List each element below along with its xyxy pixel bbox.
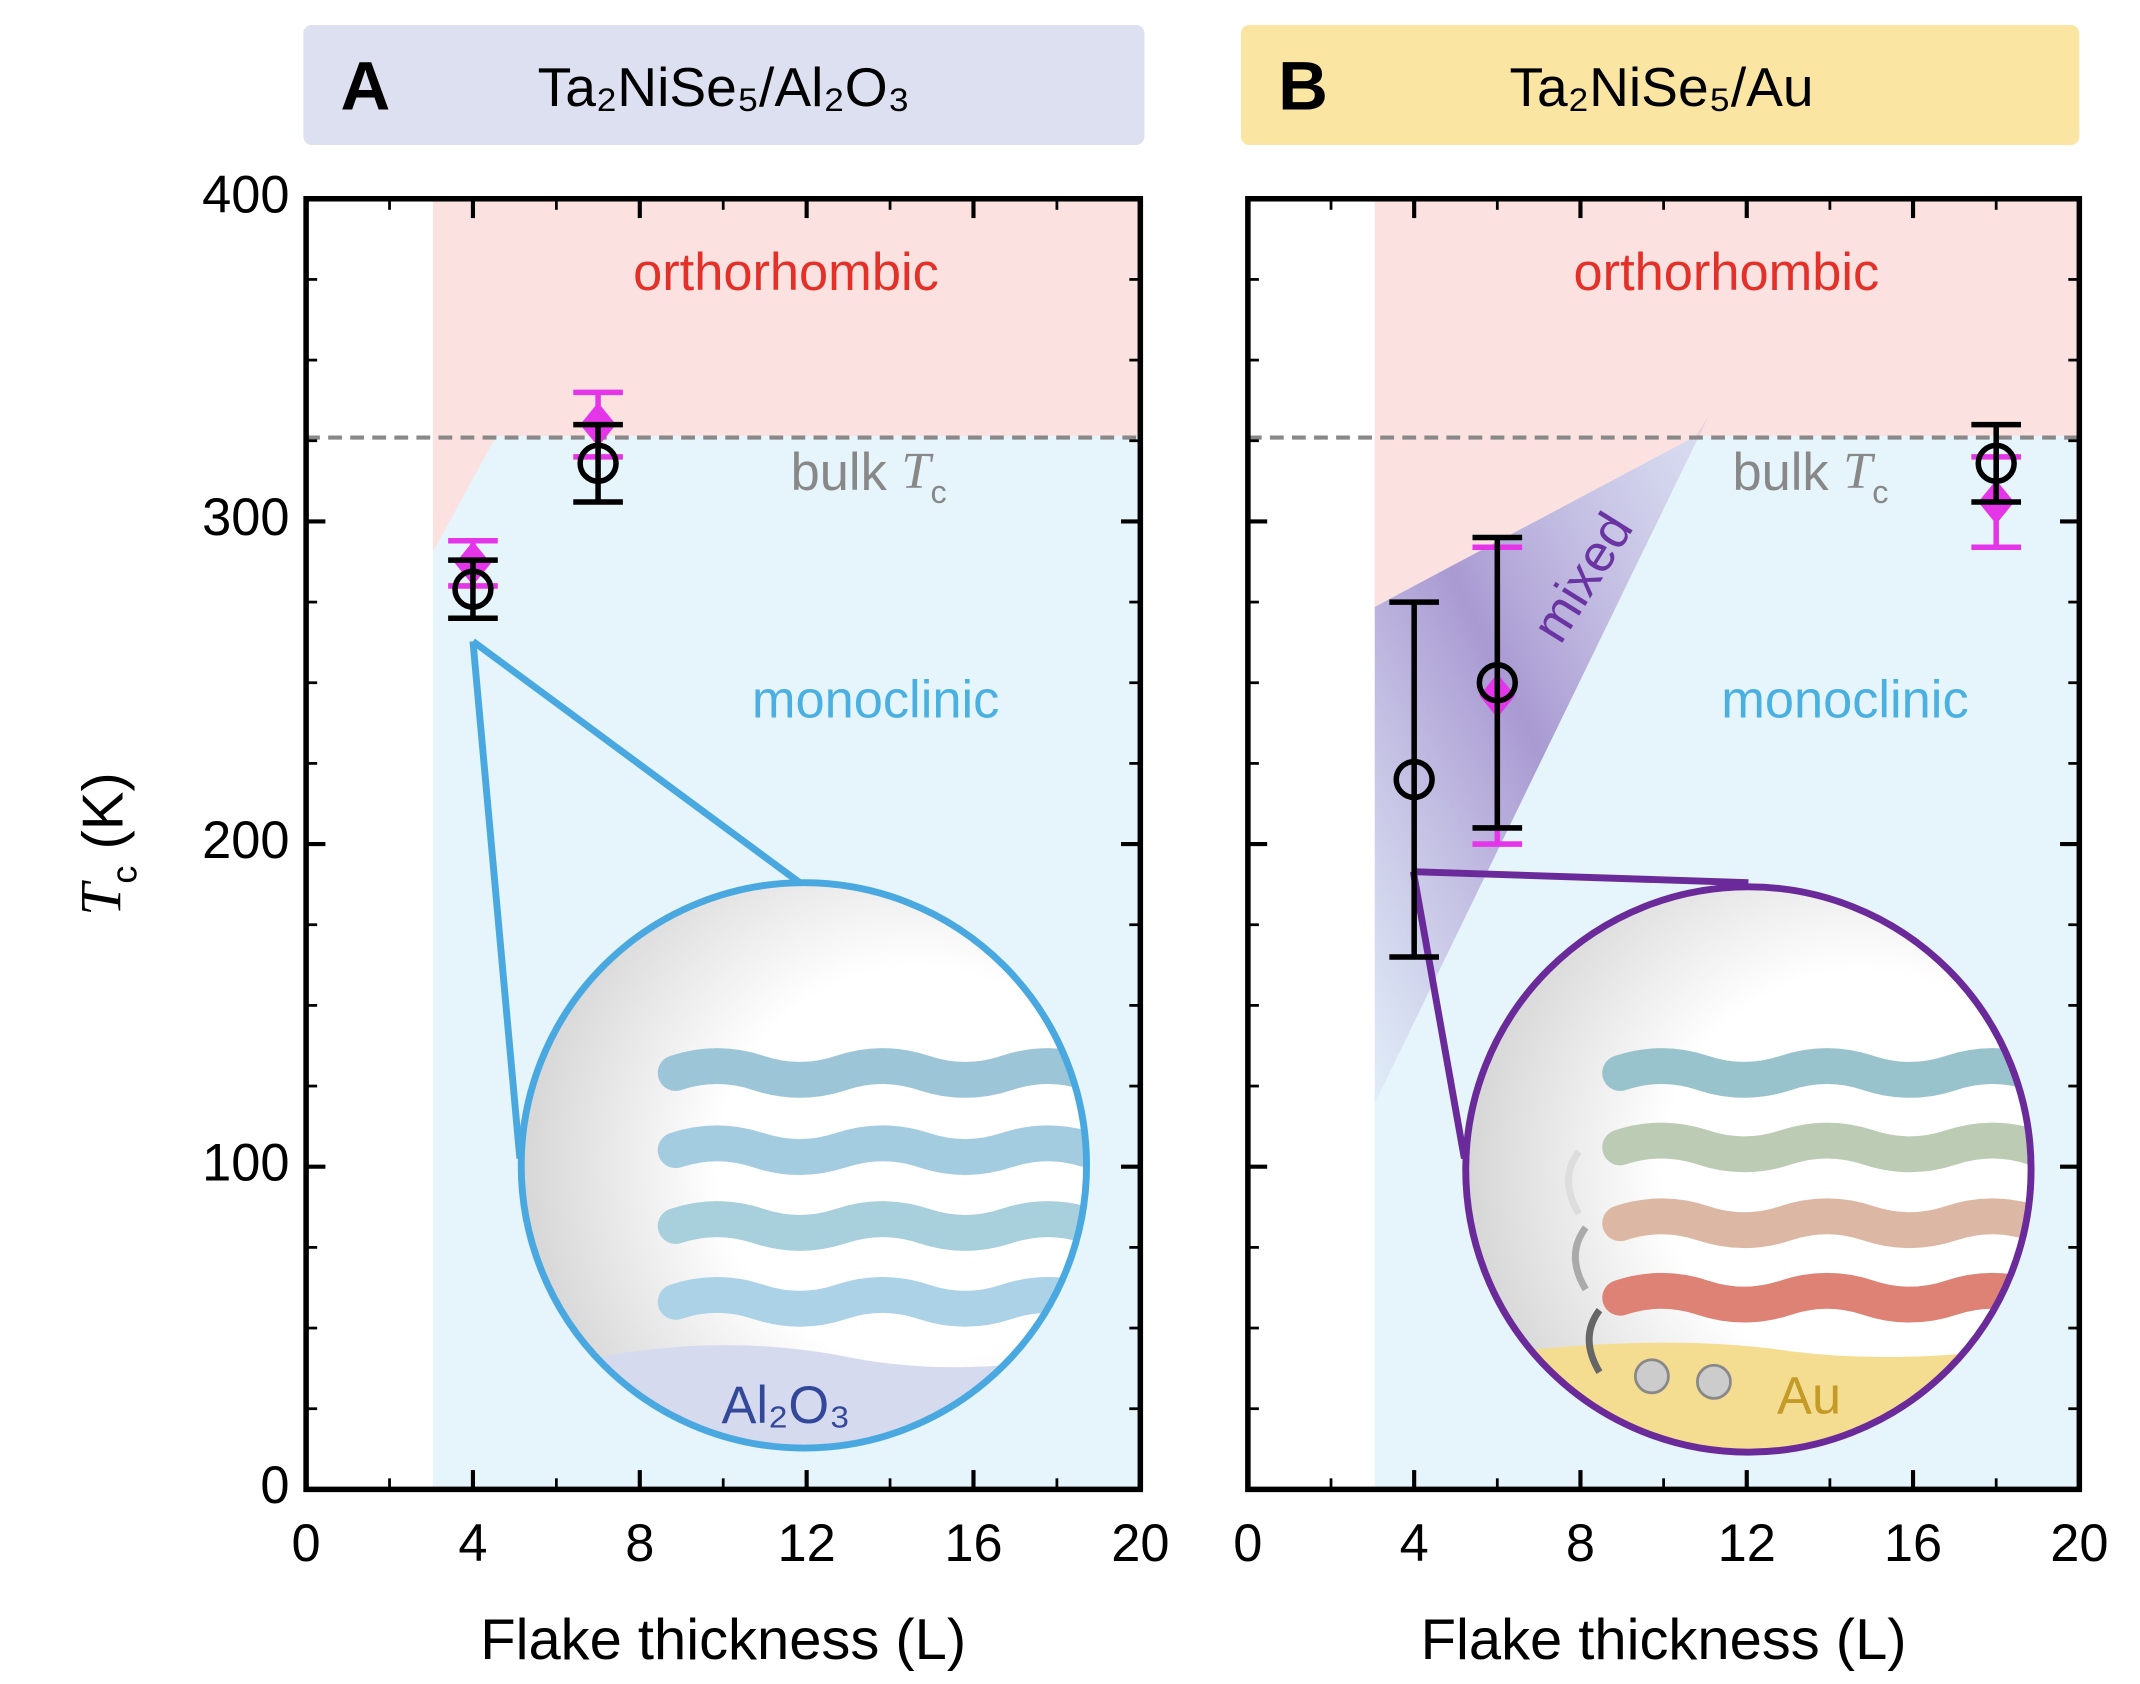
layers	[1602, 1048, 2032, 1323]
circle-marker	[577, 442, 619, 485]
x-tick-label: 16	[944, 1515, 1002, 1573]
inset-frame	[1462, 883, 2035, 1456]
layer	[1602, 1272, 2032, 1323]
callout	[470, 638, 802, 886]
label-part: T	[69, 880, 134, 916]
error-bar	[1472, 534, 1523, 831]
electron	[1696, 1363, 1732, 1400]
substrate-label: Au	[1777, 1368, 1841, 1426]
x-tick-label: 4	[1400, 1515, 1429, 1573]
ortho-region	[432, 198, 1141, 436]
circle-marker	[1476, 662, 1518, 704]
phase-label: monoclinic	[1721, 671, 1968, 729]
label-part: c	[1872, 473, 1888, 509]
label-part: T	[1843, 442, 1876, 500]
panel-label: B	[1278, 47, 1328, 124]
y-tick-label: 200	[202, 812, 289, 870]
error-bar	[1389, 599, 1439, 960]
phase-label: monoclinic	[752, 671, 999, 729]
layer	[1602, 1048, 2032, 1098]
layer	[657, 1048, 1087, 1098]
label-part: bulk	[791, 444, 902, 502]
layers	[657, 1048, 1087, 1327]
x-tick-label: 12	[778, 1515, 836, 1573]
label-part: c	[930, 473, 946, 509]
panel-title: Ta₂NiSe₅/Al₂O₃	[538, 56, 910, 118]
label-part: c	[105, 866, 145, 884]
y-tick-label: 400	[202, 167, 289, 225]
layer	[1602, 1122, 2032, 1173]
phase-label: orthorhombic	[633, 244, 939, 302]
phase-label: orthorhombic	[1574, 244, 1880, 302]
arrow	[1585, 1308, 1603, 1374]
callout	[469, 641, 524, 1159]
y-tick-label: 100	[202, 1135, 289, 1193]
label: bulk Tc	[1732, 442, 1888, 510]
label-part: bulk	[1732, 444, 1843, 502]
header-a	[303, 25, 1145, 145]
panel-title: Ta₂NiSe₅/Au	[1509, 56, 1813, 118]
y-tick-label: 0	[260, 1457, 289, 1515]
charge-arrows	[1565, 1149, 1603, 1374]
label: bulk Tc	[791, 442, 947, 510]
arrow	[1572, 1225, 1589, 1292]
x-tick-label: 8	[1566, 1515, 1595, 1573]
circle-marker	[452, 568, 494, 610]
error-bar	[573, 421, 623, 505]
layer	[657, 1125, 1087, 1175]
error-bar	[1971, 421, 2022, 505]
x-tick-label: 0	[1233, 1515, 1262, 1573]
layer	[1602, 1198, 2032, 1249]
ortho-region	[1374, 198, 2080, 436]
label-part: (K)	[72, 772, 136, 865]
x-tick-label: 20	[1111, 1515, 1169, 1573]
x-tick-label: 20	[2050, 1515, 2108, 1573]
x-axis-label: Flake thickness (L)	[480, 1608, 966, 1672]
x-tick-label: 16	[1884, 1515, 1942, 1573]
x-tick-label: 4	[458, 1515, 487, 1573]
layer	[657, 1277, 1087, 1327]
inset-frame	[517, 879, 1090, 1452]
circle-marker	[1393, 758, 1435, 801]
layer	[657, 1201, 1087, 1251]
mixed-region	[1374, 413, 1710, 1104]
header-b	[1240, 25, 2080, 145]
label-part: T	[901, 442, 934, 500]
circle-marker	[1975, 442, 2017, 485]
callout	[1409, 871, 1468, 1160]
panel-label: A	[341, 47, 391, 124]
x-tick-label: 12	[1718, 1515, 1776, 1573]
y-tick-label: 300	[202, 489, 289, 547]
x-axis-label: Flake thickness (L)	[1421, 1608, 1907, 1672]
x-tick-label: 8	[625, 1515, 654, 1573]
callout	[1413, 868, 1749, 887]
x-tick-label: 0	[292, 1515, 321, 1573]
label: Tc (K)	[69, 772, 145, 915]
electron	[1633, 1358, 1670, 1395]
arrow	[1565, 1149, 1582, 1216]
substrate-label: Al₂O₃	[721, 1377, 850, 1435]
